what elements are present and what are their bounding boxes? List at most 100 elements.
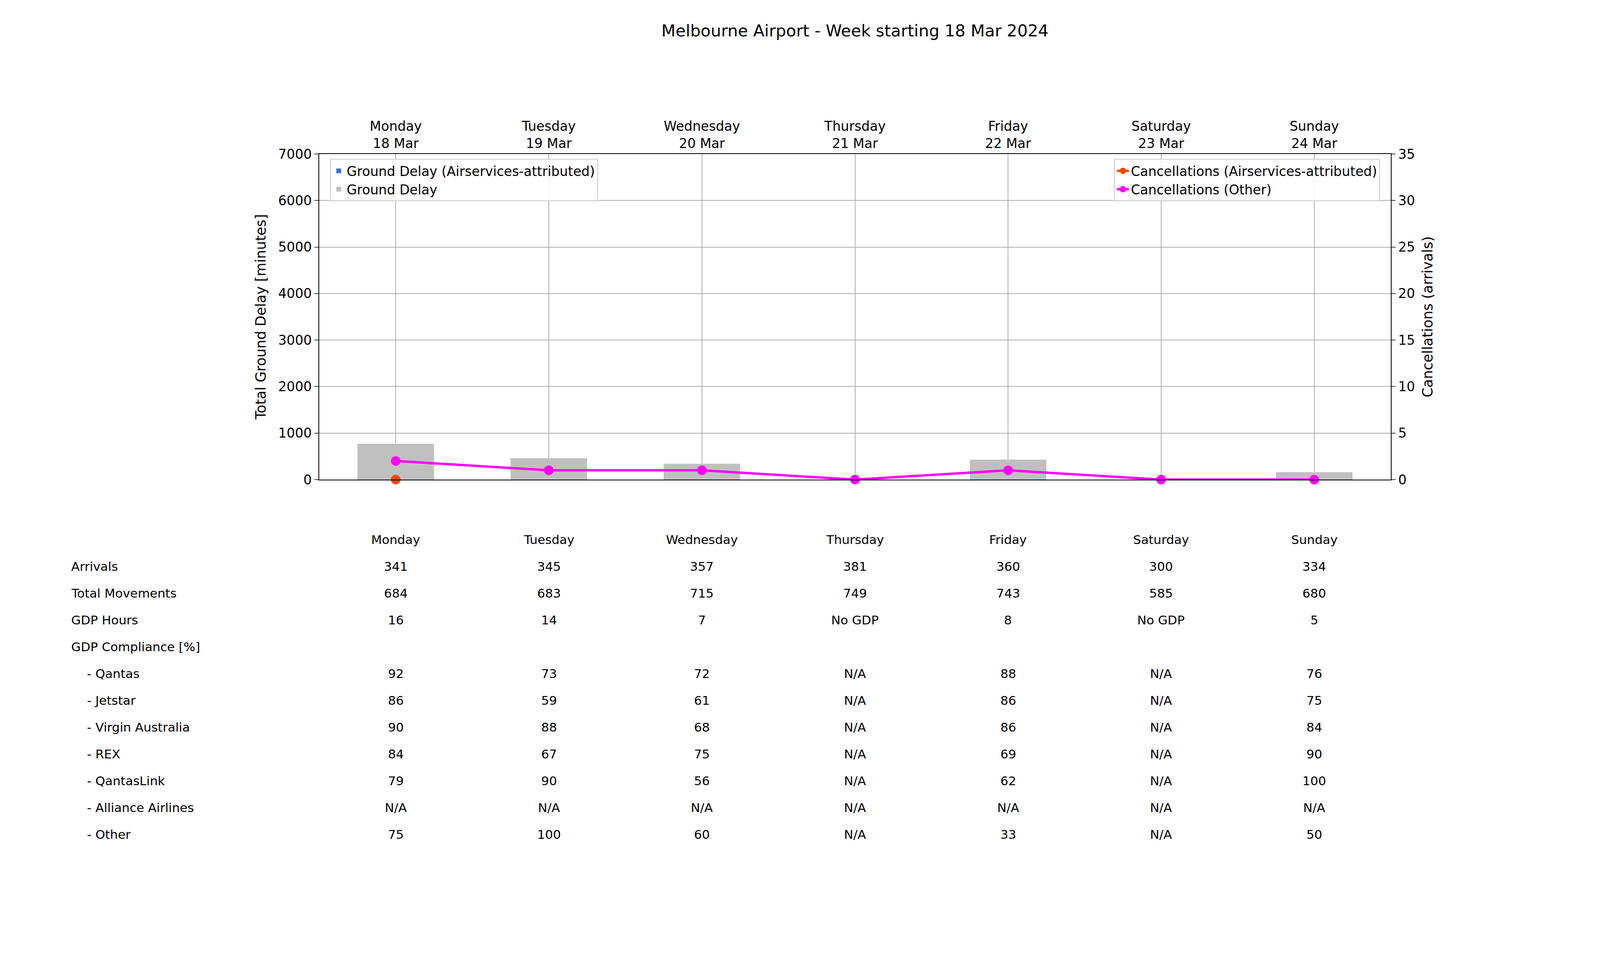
svg-text:7000: 7000 (278, 146, 312, 162)
svg-text:N/A: N/A (1303, 800, 1326, 815)
svg-text:N/A: N/A (1150, 800, 1172, 815)
svg-text:N/A: N/A (997, 800, 1020, 815)
svg-text:N/A: N/A (1150, 720, 1172, 735)
svg-text:N/A: N/A (1150, 773, 1172, 788)
svg-text:90: 90 (541, 773, 557, 788)
svg-text:33: 33 (1000, 827, 1016, 842)
svg-text:715: 715 (690, 586, 714, 601)
svg-text:684: 684 (384, 586, 408, 601)
svg-text:N/A: N/A (844, 746, 866, 762)
svg-text:- REX: - REX (71, 746, 121, 762)
svg-text:Total Movements: Total Movements (71, 586, 177, 601)
svg-text:749: 749 (843, 586, 867, 601)
svg-text:Ground Delay (Airservices-attr: Ground Delay (Airservices-attributed) (346, 163, 595, 180)
svg-text:75: 75 (388, 827, 404, 842)
svg-text:N/A: N/A (844, 720, 866, 735)
svg-text:Thursday: Thursday (826, 532, 884, 547)
svg-text:Arrivals: Arrivals (71, 559, 118, 574)
svg-text:75: 75 (694, 746, 710, 762)
svg-text:69: 69 (1000, 746, 1016, 762)
svg-text:N/A: N/A (1150, 827, 1172, 842)
svg-text:360: 360 (996, 559, 1020, 574)
svg-text:84: 84 (1306, 720, 1322, 735)
svg-text:5: 5 (1398, 425, 1407, 441)
svg-text:Monday18 Mar: Monday18 Mar (369, 118, 422, 152)
svg-text:345: 345 (537, 559, 561, 574)
svg-text:Cancellations (Other): Cancellations (Other) (1130, 182, 1272, 198)
svg-text:Wednesday: Wednesday (666, 532, 738, 547)
svg-text:No GDP: No GDP (1137, 612, 1185, 628)
svg-text:15: 15 (1398, 332, 1416, 348)
svg-text:357: 357 (690, 559, 714, 574)
svg-text:N/A: N/A (844, 800, 866, 815)
svg-text:92: 92 (388, 666, 404, 681)
svg-text:3000: 3000 (278, 332, 312, 348)
svg-text:90: 90 (388, 720, 404, 735)
svg-text:Friday22 Mar: Friday22 Mar (985, 118, 1032, 152)
svg-text:N/A: N/A (1150, 746, 1172, 762)
svg-text:N/A: N/A (844, 693, 866, 708)
svg-text:N/A: N/A (384, 800, 407, 815)
svg-text:680: 680 (1302, 586, 1326, 601)
svg-text:0: 0 (303, 472, 312, 488)
svg-text:- Other: - Other (71, 827, 131, 842)
svg-text:6000: 6000 (278, 192, 312, 209)
svg-text:62: 62 (1000, 773, 1016, 788)
svg-text:88: 88 (1000, 666, 1016, 681)
svg-text:5000: 5000 (278, 239, 312, 255)
svg-text:100: 100 (537, 827, 561, 842)
svg-text:100: 100 (1302, 773, 1326, 788)
svg-text:90: 90 (1306, 746, 1322, 762)
svg-text:14: 14 (541, 612, 557, 628)
svg-text:Tuesday19 Mar: Tuesday19 Mar (521, 118, 576, 152)
svg-text:Thursday21 Mar: Thursday21 Mar (824, 118, 886, 152)
svg-text:- QantasLink: - QantasLink (71, 773, 165, 788)
svg-text:334: 334 (1302, 559, 1326, 574)
svg-text:4000: 4000 (278, 285, 312, 302)
svg-text:5: 5 (1310, 612, 1319, 628)
svg-text:16: 16 (388, 612, 404, 628)
svg-text:Monday: Monday (371, 532, 420, 547)
svg-text:N/A: N/A (538, 800, 560, 815)
svg-text:683: 683 (537, 586, 561, 601)
svg-text:GDP Hours: GDP Hours (71, 612, 138, 628)
svg-text:75: 75 (1306, 693, 1322, 708)
svg-text:79: 79 (388, 773, 404, 788)
svg-text:76: 76 (1306, 666, 1322, 681)
svg-text:72: 72 (694, 666, 710, 681)
svg-text:86: 86 (1000, 720, 1016, 735)
svg-text:1000: 1000 (278, 425, 312, 441)
svg-text:- Virgin Australia: - Virgin Australia (71, 720, 190, 735)
svg-text:- Jetstar: - Jetstar (71, 693, 136, 708)
svg-text:Saturday23 Mar: Saturday23 Mar (1131, 118, 1192, 152)
svg-text:86: 86 (388, 693, 404, 708)
svg-text:Ground Delay: Ground Delay (346, 182, 438, 198)
svg-text:300: 300 (1149, 559, 1173, 574)
svg-text:2000: 2000 (278, 378, 312, 395)
svg-text:60: 60 (694, 827, 710, 842)
svg-text:61: 61 (694, 693, 710, 708)
svg-text:N/A: N/A (1150, 666, 1172, 681)
svg-text:56: 56 (694, 773, 710, 788)
svg-text:Tuesday: Tuesday (523, 532, 575, 547)
svg-text:- Alliance Airlines: - Alliance Airlines (71, 800, 194, 815)
svg-text:7: 7 (698, 612, 706, 628)
svg-text:N/A: N/A (844, 666, 866, 681)
svg-text:341: 341 (384, 559, 408, 574)
svg-text:585: 585 (1149, 586, 1173, 601)
svg-text:25: 25 (1398, 239, 1416, 255)
svg-text:N/A: N/A (690, 800, 713, 815)
svg-text:Friday: Friday (989, 532, 1027, 547)
svg-text:No GDP: No GDP (831, 612, 879, 628)
svg-text:- Qantas: - Qantas (71, 666, 140, 681)
svg-text:Cancellations (arrivals): Cancellations (arrivals) (1419, 236, 1436, 398)
svg-text:743: 743 (996, 586, 1020, 601)
svg-text:Wednesday20 Mar: Wednesday20 Mar (663, 118, 740, 152)
svg-text:GDP Compliance [%]: GDP Compliance [%] (71, 639, 200, 654)
svg-text:20: 20 (1398, 285, 1416, 302)
svg-text:Total Ground Delay [minutes]: Total Ground Delay [minutes] (252, 214, 269, 420)
svg-text:Cancellations (Airservices-att: Cancellations (Airservices-attributed) (1130, 163, 1377, 180)
svg-text:88: 88 (541, 720, 557, 735)
svg-text:N/A: N/A (844, 827, 866, 842)
svg-text:67: 67 (541, 746, 557, 762)
